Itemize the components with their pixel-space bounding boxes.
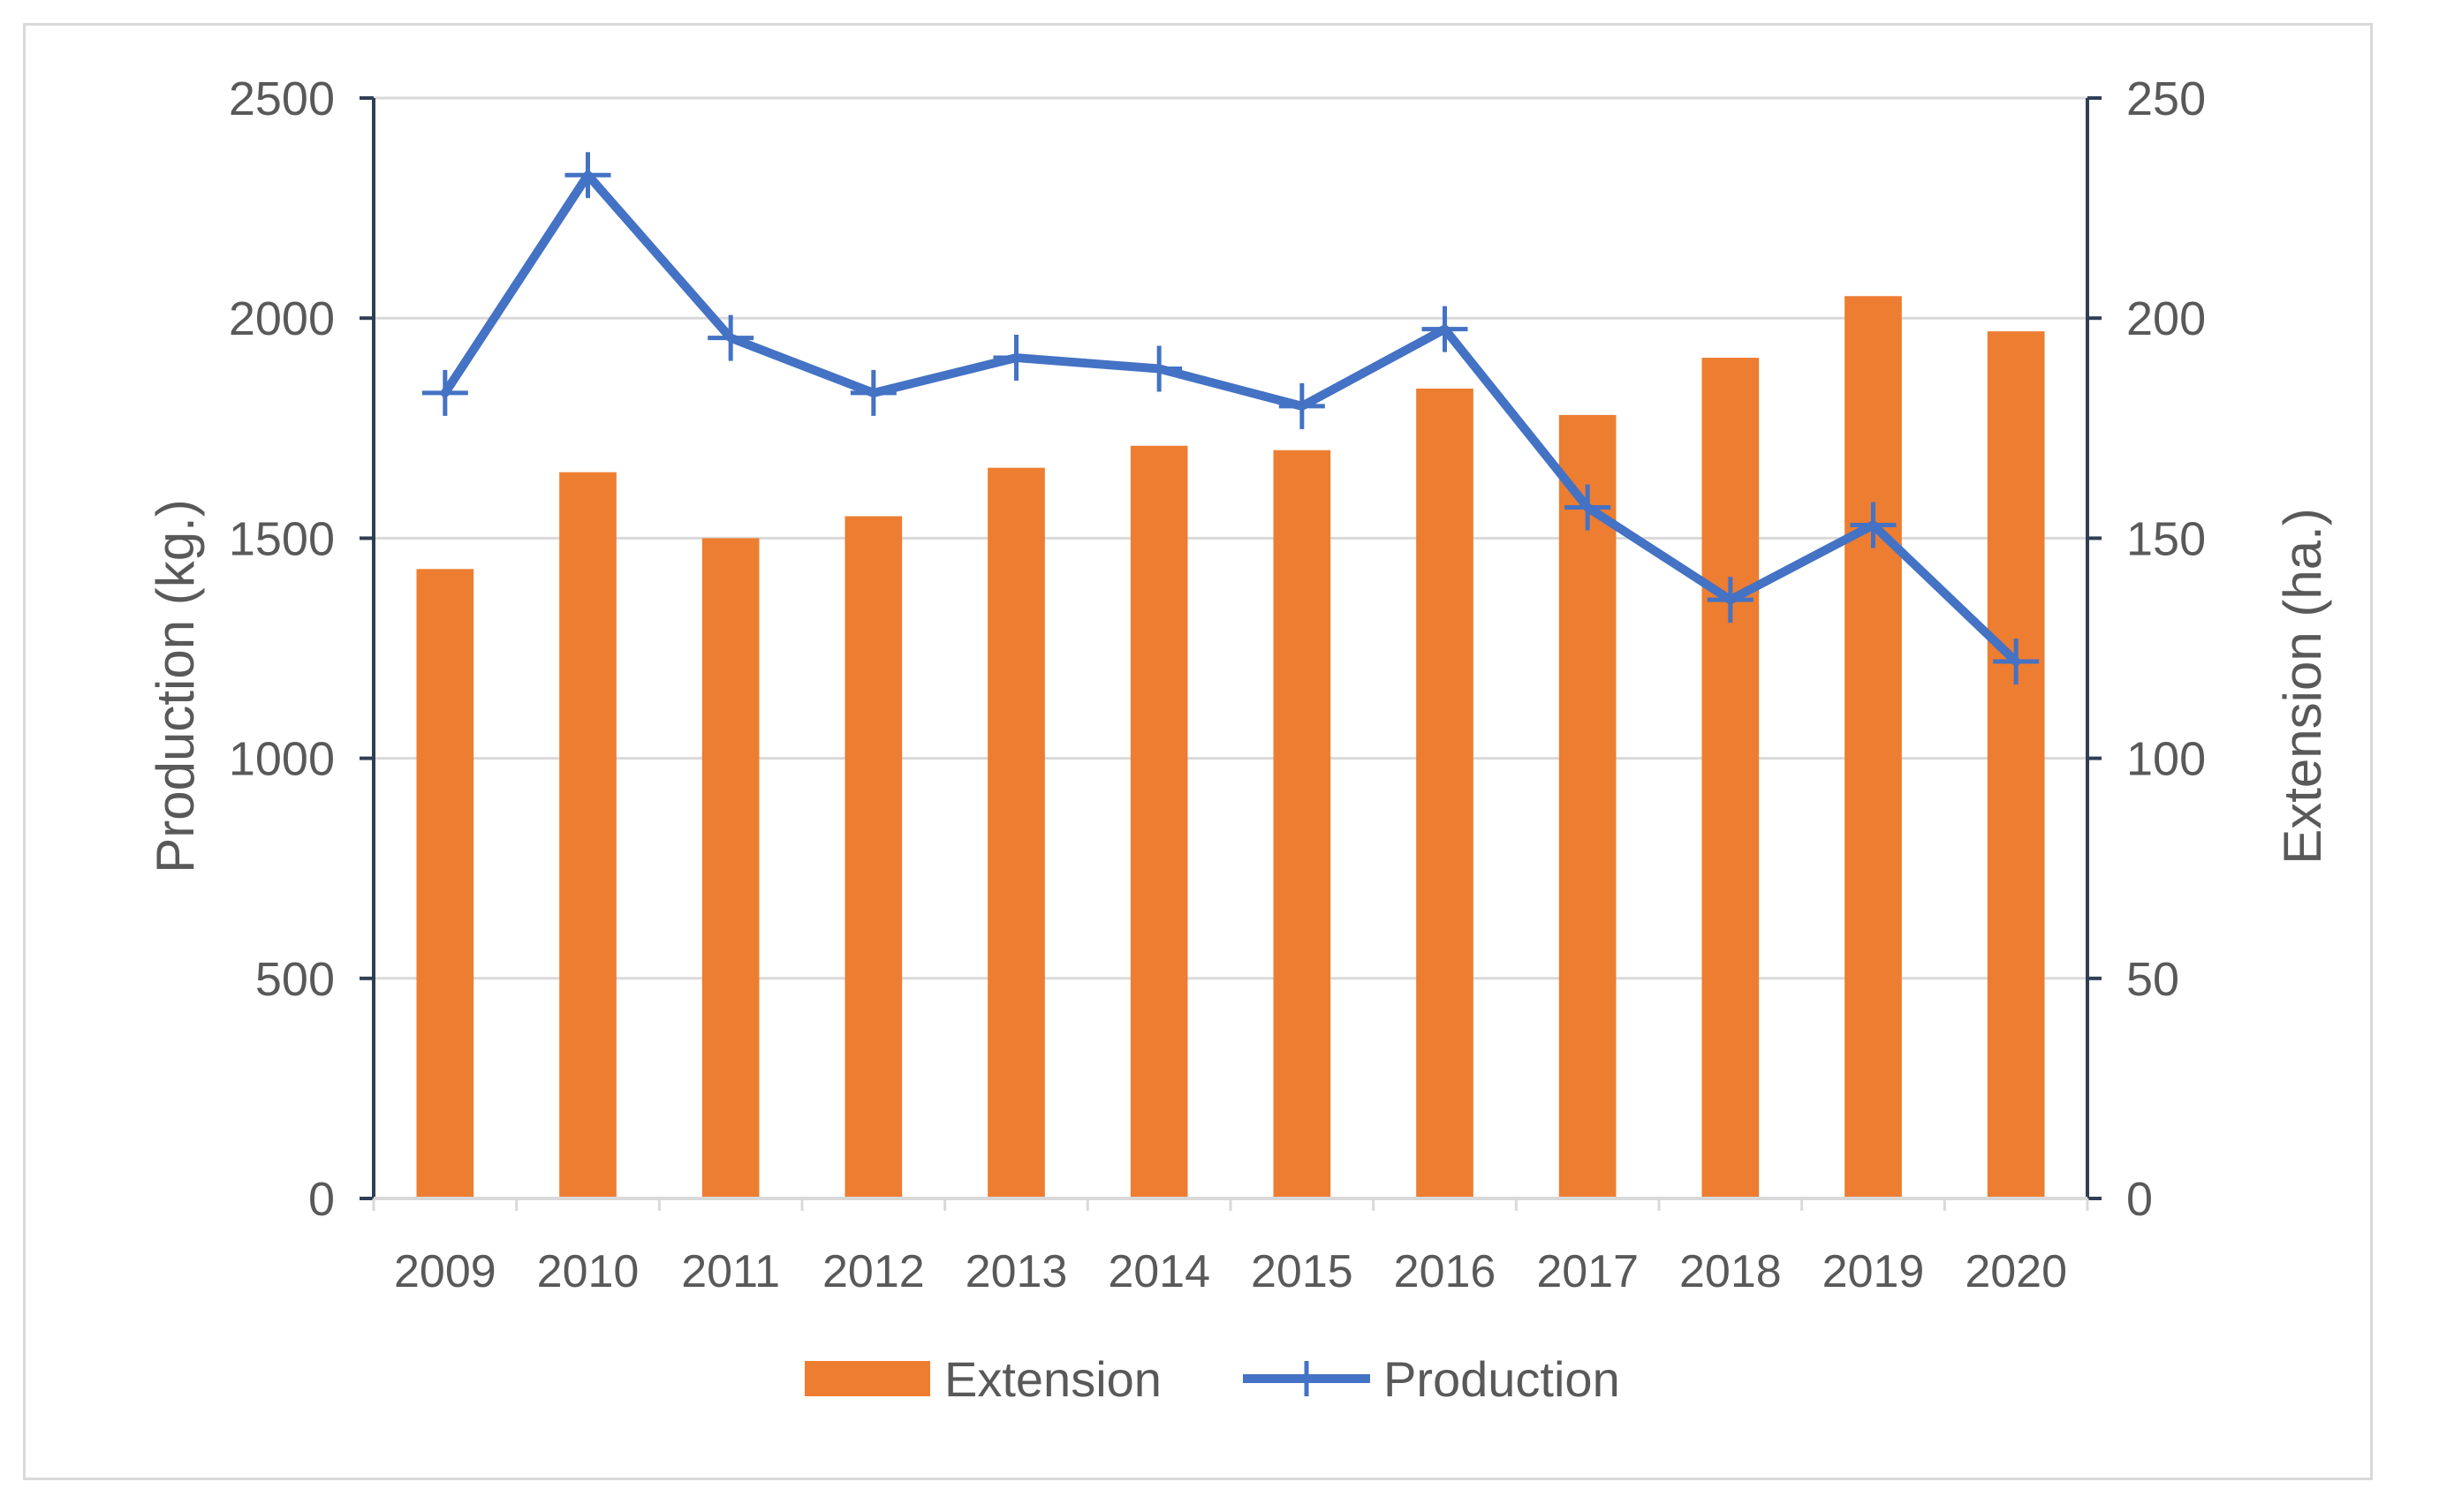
x-tick-label: 2016 [1394, 1246, 1496, 1297]
bar-extension [701, 538, 760, 1198]
grid-layer [374, 96, 2087, 980]
legend-extension-swatch [805, 1361, 930, 1396]
bar-extension [1416, 388, 1473, 1199]
right-tick-label: 50 [2126, 953, 2179, 1006]
legend-production-marker [1289, 1361, 1324, 1396]
production-point [564, 152, 611, 199]
production-point [1993, 638, 2040, 684]
axis-layer [360, 96, 2102, 1211]
line-layer [421, 152, 2040, 684]
left-tick-label: 1500 [229, 512, 335, 565]
left-tick-label: 500 [255, 953, 335, 1006]
right-tick-label: 0 [2126, 1173, 2153, 1226]
bar-extension [845, 516, 903, 1198]
x-tick-label: 2017 [1536, 1246, 1639, 1297]
bar-extension [559, 472, 617, 1198]
production-point [1421, 306, 1468, 352]
left-tick-label: 1000 [229, 733, 335, 786]
legend-production-label: Production [1383, 1351, 1620, 1407]
right-axis-title: Extension (ha.) [2273, 508, 2332, 865]
left-tick-label: 0 [308, 1173, 335, 1226]
chart-svg: 0 500 1000 1500 2000 2500 0 50 100 150 200 250 2009 2… [146, 72, 2332, 1407]
left-tick-label: 2500 [229, 72, 335, 125]
x-tick-label: 2012 [822, 1246, 925, 1297]
right-tick-label: 150 [2126, 512, 2206, 565]
bar-extension [416, 569, 474, 1198]
production-point [850, 369, 897, 416]
bar-extension [1701, 358, 1760, 1198]
bar-extension [988, 467, 1045, 1198]
bar-extension [1273, 450, 1331, 1199]
chart-frame: 0 500 1000 1500 2000 2500 0 50 100 150 200 250 2009 2… [23, 23, 2373, 1480]
left-tick-label: 2000 [229, 292, 335, 345]
right-tick-label: 250 [2126, 72, 2206, 125]
x-tick-label: 2018 [1679, 1246, 1782, 1297]
left-axis-title: Production (kg.) [146, 499, 205, 873]
x-tick-label: 2009 [394, 1246, 496, 1297]
production-point [708, 314, 754, 361]
bar-layer [416, 296, 2045, 1199]
production-point [1707, 577, 1754, 624]
x-tick-label: 2020 [1965, 1246, 2067, 1297]
x-tick-label: 2015 [1251, 1246, 1353, 1297]
right-tick-label: 100 [2126, 733, 2206, 786]
legend-extension-label: Extension [944, 1351, 1162, 1407]
bar-extension [1844, 296, 1902, 1198]
x-tick-label: 2011 [681, 1246, 780, 1297]
x-tick-label: 2014 [1108, 1246, 1210, 1297]
bar-extension [1987, 331, 2045, 1199]
production-point [993, 335, 1040, 382]
x-tick-label: 2013 [966, 1246, 1068, 1297]
bar-extension [1558, 414, 1617, 1198]
bar-extension [1130, 445, 1188, 1199]
x-tick-label: 2019 [1822, 1246, 1925, 1297]
production-point [1278, 382, 1325, 429]
production-point [421, 369, 468, 416]
label-layer: 0 500 1000 1500 2000 2500 0 50 100 150 200 250 2009 2… [229, 72, 2206, 1297]
production-point [1136, 345, 1183, 392]
legend: Extension Production [805, 1351, 1620, 1407]
production-point [1564, 484, 1611, 531]
production-point [1850, 502, 1897, 548]
production-line [440, 170, 2021, 666]
x-tick-label: 2010 [537, 1246, 640, 1297]
right-tick-label: 200 [2126, 292, 2206, 345]
